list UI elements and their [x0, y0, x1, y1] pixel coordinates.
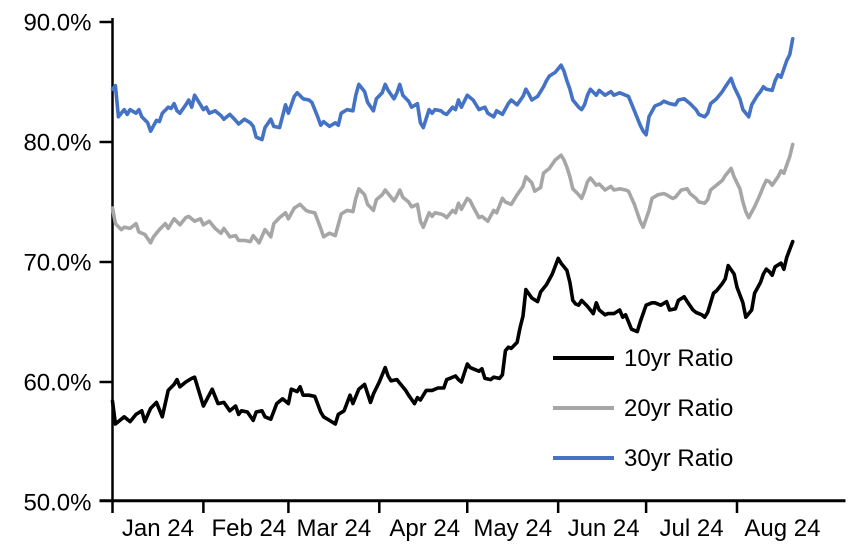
y-axis-tick-label: 80.0%: [23, 130, 91, 157]
legend-label-10yr-ratio: 10yr Ratio: [624, 345, 733, 372]
y-axis-tick-label: 70.0%: [23, 250, 91, 277]
series-line-30yr-ratio: [110, 36, 795, 142]
series-line-10yr-ratio: [110, 239, 795, 426]
y-axis-tick-label: 50.0%: [23, 490, 91, 517]
x-axis-tick-label: Jun 24: [568, 515, 640, 542]
x-axis-tick-label: May 24: [473, 515, 552, 542]
x-axis-tick-label: Jan 24: [122, 515, 194, 542]
x-axis-tick-label: Aug 24: [744, 515, 820, 542]
series-line-20yr-ratio: [110, 142, 795, 245]
x-axis-tick-label: Apr 24: [389, 515, 460, 542]
y-axis-tick-label: 60.0%: [23, 370, 91, 397]
legend-label-30yr-ratio: 30yr Ratio: [624, 445, 733, 472]
legend-label-20yr-ratio: 20yr Ratio: [624, 395, 733, 422]
x-axis-tick-label: Feb 24: [211, 515, 286, 542]
x-axis-tick-label: Jul 24: [660, 515, 724, 542]
x-axis-tick-label: Mar 24: [297, 515, 372, 542]
y-axis-tick-label: 90.0%: [23, 10, 91, 37]
